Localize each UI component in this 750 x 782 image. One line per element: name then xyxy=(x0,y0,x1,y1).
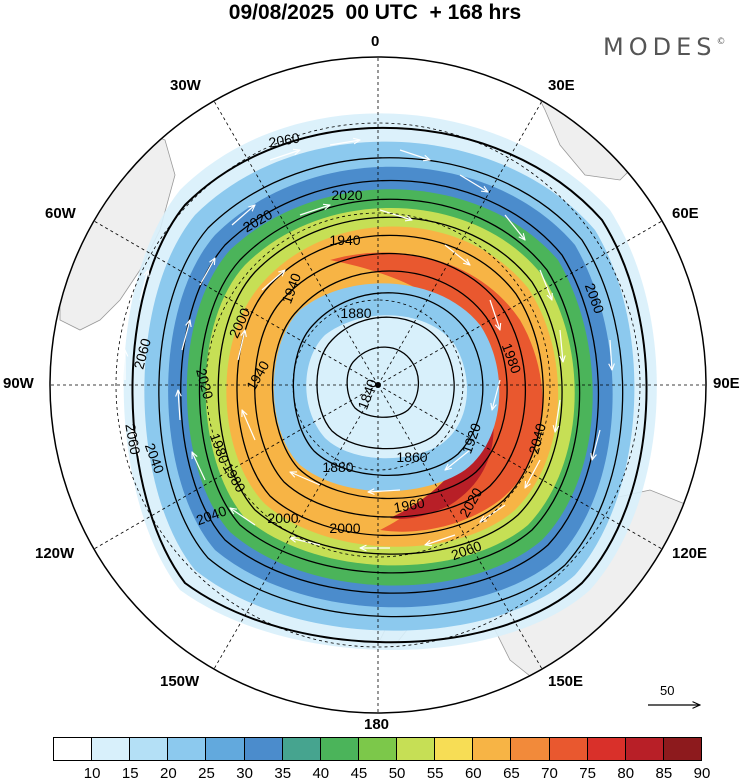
contour-2020 xyxy=(180,179,600,594)
contour-label-1880-3: 1880 xyxy=(322,459,353,475)
contour-label-2020-15: 2020 xyxy=(331,187,362,203)
colorbar-tick-label: 30 xyxy=(236,765,253,782)
colorbar-tick-label: 40 xyxy=(312,765,330,782)
contour-label-2040-21: 2040 xyxy=(525,421,549,455)
contour-label-1880-2: 1880 xyxy=(340,305,371,321)
colorbar-cell xyxy=(396,737,436,761)
contour-label-2060-22: 2060 xyxy=(267,129,301,150)
colorbar-tick-label: 60 xyxy=(464,765,482,782)
contour-label-2020-17: 2020 xyxy=(193,367,217,401)
meridians xyxy=(50,57,706,713)
colorbar-cell xyxy=(586,737,626,761)
brand-logo: MODES© xyxy=(603,33,725,61)
colorbar-cell xyxy=(319,737,359,761)
colorbar-tick-label: 15 xyxy=(121,765,139,782)
colorbar-cell xyxy=(129,737,169,761)
contour-label-1860-1: 1860 xyxy=(396,449,427,465)
colorbar-cell xyxy=(167,737,207,761)
colorbar-cell xyxy=(281,737,321,761)
contour-label-2060-24: 2060 xyxy=(122,422,143,456)
reference-vector-label: 50 xyxy=(660,683,675,698)
contour-2000 xyxy=(198,198,581,574)
polar-map: 1840186018801880192019401940194019601980… xyxy=(49,56,707,714)
contour-2060 xyxy=(131,126,648,644)
colorbar-tick-label: 80 xyxy=(617,765,635,782)
lon-label-150e: 150E xyxy=(548,673,584,690)
contour-label-2000-12: 2000 xyxy=(267,510,298,526)
contour-2040 xyxy=(158,157,624,618)
contour-1920 xyxy=(271,270,508,500)
colorbar-cell xyxy=(91,737,131,761)
lon-label-90e: 90E xyxy=(713,375,740,392)
lon-label-30w: 30W xyxy=(170,77,201,94)
contour-1980 xyxy=(217,216,563,555)
colorbar-tick-label: 85 xyxy=(655,765,673,782)
lon-label-180: 180 xyxy=(364,716,390,733)
lon-label-120e: 120E xyxy=(672,545,708,562)
contour-1940 xyxy=(254,252,527,518)
colorbar-tick-label: 75 xyxy=(579,765,596,782)
contour-1880 xyxy=(292,292,484,476)
lon-label-120w: 120W xyxy=(35,545,75,562)
colorbar-tick-label: 20 xyxy=(160,765,177,782)
colorbar-tick-label: 70 xyxy=(541,765,558,782)
height-contours xyxy=(131,126,648,644)
colorbar-tick-label: 35 xyxy=(274,765,292,782)
contour-label-1940-5: 1940 xyxy=(329,232,360,248)
colorbar-cell xyxy=(434,737,474,761)
colorbar xyxy=(53,737,702,761)
colorbar-tick-label: 10 xyxy=(83,765,101,782)
colorbar-cell xyxy=(662,737,702,761)
colorbar-cell xyxy=(510,737,550,761)
colorbar-cell xyxy=(548,737,588,761)
speed-band-85 xyxy=(390,400,494,519)
south-pole-marker xyxy=(375,382,381,388)
colorbar-tick-label: 90 xyxy=(693,765,711,782)
colorbar-cell xyxy=(624,737,664,761)
lon-label-0: 0 xyxy=(371,33,380,50)
contour-label-2060-23: 2060 xyxy=(130,336,154,370)
colorbar-tick-label: 55 xyxy=(426,765,444,782)
lon-label-60e: 60E xyxy=(672,205,699,222)
colorbar-tick-label: 65 xyxy=(503,765,520,782)
lon-label-90w: 90W xyxy=(3,375,34,392)
contour-label-2000-13: 2000 xyxy=(329,520,360,536)
lon-label-60w: 60W xyxy=(45,205,76,222)
colorbar-tick-label: 50 xyxy=(388,765,406,782)
colorbar-cell xyxy=(472,737,512,761)
map-title: 09/08/2025 00 UTC + 168 hrs xyxy=(228,1,522,24)
colorbar-tick-label: 45 xyxy=(350,765,368,782)
contour-label-1960-8: 1960 xyxy=(392,494,426,515)
wind-vectors xyxy=(125,140,612,548)
colorbar-cell xyxy=(53,737,93,761)
lon-label-30e: 30E xyxy=(548,77,575,94)
contour-1840 xyxy=(346,346,419,418)
lon-label-150w: 150W xyxy=(160,673,200,690)
colorbar-cell xyxy=(243,737,283,761)
colorbar-cell xyxy=(205,737,245,761)
colorbar-tick-label: 25 xyxy=(198,765,215,782)
copyright-mark: © xyxy=(716,37,726,47)
speed-band-core xyxy=(306,315,467,459)
contour-1860 xyxy=(316,316,455,450)
brand-name: MODES xyxy=(603,33,717,61)
map-boundary xyxy=(49,56,707,714)
contour-1960 xyxy=(236,234,544,537)
colorbar-cell xyxy=(357,737,398,761)
